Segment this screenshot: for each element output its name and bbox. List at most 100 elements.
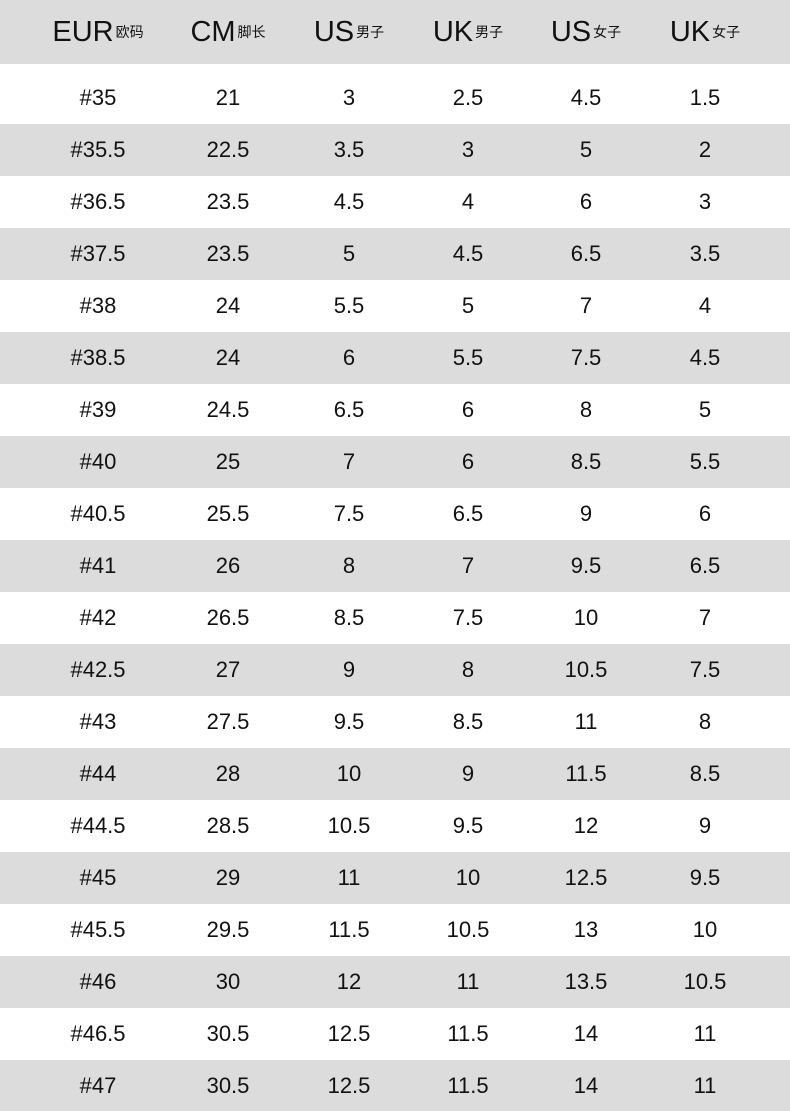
table-cell: 22.5 <box>206 137 250 162</box>
table-cell: 7.5 <box>689 657 721 682</box>
table-cell: 5.5 <box>333 293 365 318</box>
table-cell: 6 <box>461 397 475 422</box>
table-cell: 7 <box>461 553 475 578</box>
header-cell: EUR 欧码 <box>52 0 143 64</box>
table-cell: 12.5 <box>327 1021 371 1046</box>
header-label: US <box>313 15 355 48</box>
table-cell: #37.5 <box>70 241 126 266</box>
table-row: #41 26 8 7 9.5 6.5 <box>0 540 790 592</box>
table-cell: 24 <box>215 345 241 370</box>
table-cell: #46.5 <box>70 1021 126 1046</box>
table-cell: #40.5 <box>70 501 126 526</box>
table-cell: 7 <box>342 449 356 474</box>
header-cell: UK 女子 <box>670 0 740 64</box>
table-cell: 3 <box>461 137 475 162</box>
table-cell: 6.5 <box>689 553 721 578</box>
table-cell: 12.5 <box>564 865 608 890</box>
header-row: EUR 欧码 CM 脚长 US 男子 UK 男子 US 女子 UK 女子 <box>0 0 790 64</box>
table-cell: 25.5 <box>206 501 250 526</box>
table-cell: 6.5 <box>333 397 365 422</box>
table-cell: 12 <box>336 969 362 994</box>
table-cell: 12 <box>573 813 599 838</box>
table-cell: #45 <box>79 865 117 890</box>
table-cell: 7 <box>698 605 712 630</box>
header-cell: CM 脚长 <box>190 0 265 64</box>
table-cell: 5.5 <box>689 449 721 474</box>
table-cell: 9 <box>579 501 593 526</box>
table-cell: 6 <box>461 449 475 474</box>
table-cell: 8 <box>579 397 593 422</box>
table-row: #43 27.5 9.5 8.5 11 8 <box>0 696 790 748</box>
table-row: #42.5 27 9 8 10.5 7.5 <box>0 644 790 696</box>
table-cell: 7.5 <box>570 345 602 370</box>
table-cell: 30 <box>215 969 241 994</box>
table-cell: 11.5 <box>565 761 607 786</box>
table-cell: 11 <box>456 969 480 994</box>
table-cell: 10 <box>455 865 481 890</box>
table-cell: 10.5 <box>683 969 727 994</box>
table-cell: 30.5 <box>206 1072 250 1098</box>
table-cell: 29 <box>215 865 241 890</box>
table-cell: 14 <box>573 1021 599 1046</box>
table-row: #42 26.5 8.5 7.5 10 7 <box>0 592 790 644</box>
header-label: EUR <box>52 15 114 48</box>
table-row: #46.5 30.5 12.5 11.5 14 11 <box>0 1008 790 1060</box>
table-row: #45 29 11 10 12.5 9.5 <box>0 852 790 904</box>
table-row: #39 24.5 6.5 6 8 5 <box>0 384 790 436</box>
table-cell: 27 <box>215 657 241 682</box>
table-cell: 5 <box>698 397 712 422</box>
table-cell: 9 <box>698 813 712 838</box>
table-row: #38.5 24 6 5.5 7.5 4.5 <box>0 332 790 384</box>
table-cell: 8.5 <box>333 605 365 630</box>
table-cell: 11 <box>337 865 361 890</box>
table-cell: #46 <box>79 969 117 994</box>
header-label: UK <box>432 15 474 48</box>
table-row: #35 21 3 2.5 4.5 1.5 <box>0 64 790 124</box>
table-cell: 11.5 <box>328 917 370 942</box>
table-cell: 10 <box>573 605 599 630</box>
table-cell: 5 <box>461 293 475 318</box>
table-row: #44.5 28.5 10.5 9.5 12 9 <box>0 800 790 852</box>
table-cell: #38.5 <box>70 345 126 370</box>
table-cell: 7.5 <box>452 605 484 630</box>
table-cell: 9 <box>461 761 475 786</box>
table-cell: 26 <box>215 553 241 578</box>
table-cell: 10.5 <box>564 657 608 682</box>
table-cell: 29.5 <box>206 917 250 942</box>
table-cell: 25 <box>215 449 241 474</box>
table-cell: 9.5 <box>333 709 365 734</box>
table-cell: 10 <box>692 917 718 942</box>
table-cell: 30.5 <box>206 1021 250 1046</box>
table-cell: 23.5 <box>206 189 250 214</box>
table-cell: 9.5 <box>689 865 721 890</box>
table-cell: 6.5 <box>570 241 602 266</box>
header-sublabel: 男子 <box>475 24 504 40</box>
table-cell: #35.5 <box>70 137 126 162</box>
table-cell: 2.5 <box>452 85 484 110</box>
table-cell: #41 <box>79 553 117 578</box>
table-cell: #36.5 <box>70 189 126 214</box>
table-cell: #43 <box>79 709 117 734</box>
table-row: #35.5 22.5 3.5 3 5 2 <box>0 124 790 176</box>
table-cell: 7.5 <box>333 501 365 526</box>
table-cell: 8 <box>461 657 475 682</box>
table-cell: #45.5 <box>70 917 126 942</box>
table-cell: 11 <box>693 1072 717 1098</box>
table-row: #36.5 23.5 4.5 4 6 3 <box>0 176 790 228</box>
table-cell: 11.5 <box>447 1072 489 1098</box>
table-cell: 28 <box>215 761 241 786</box>
header-sublabel: 欧码 <box>115 24 144 40</box>
table-cell: 5 <box>342 241 356 266</box>
table-cell: 4.5 <box>689 345 721 370</box>
header-sublabel: 女子 <box>593 24 622 40</box>
table-cell: 11 <box>574 709 598 734</box>
table-cell: 4.5 <box>452 241 484 266</box>
table-cell: 10.5 <box>327 813 371 838</box>
table-cell: 6.5 <box>452 501 484 526</box>
header-cell: US 女子 <box>551 0 621 64</box>
table-cell: #42.5 <box>70 657 126 682</box>
table-cell: 2 <box>698 137 712 162</box>
table-cell: 28.5 <box>206 813 250 838</box>
table-cell: 5.5 <box>452 345 484 370</box>
table-cell: 27.5 <box>206 709 250 734</box>
